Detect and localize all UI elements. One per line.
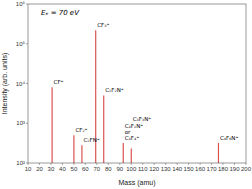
- x-tick-label: 130: [161, 166, 172, 172]
- x-tick: [142, 163, 143, 165]
- x-tick-label: 200: [241, 166, 252, 172]
- x-tick: [246, 163, 247, 165]
- x-tick-label: 60: [82, 166, 89, 172]
- peak-label: C₃F₃N⁺: [133, 116, 152, 122]
- y-tick: [26, 4, 28, 5]
- x-tick-label: 140: [172, 166, 183, 172]
- plot-frame: [28, 4, 246, 163]
- x-tick: [200, 163, 201, 165]
- peak-label-line: CF₃⁺: [97, 22, 109, 28]
- x-tick-label: 10: [25, 166, 32, 172]
- peak-label: C₂F₂N⁺: [105, 87, 124, 93]
- peak: [73, 135, 74, 163]
- x-tick: [73, 163, 74, 165]
- y-tick: [26, 163, 28, 164]
- x-tick: [234, 163, 235, 165]
- x-tick: [188, 163, 189, 165]
- x-tick-label: 30: [48, 166, 55, 172]
- x-tick-label: 70: [93, 166, 100, 172]
- peak-label-line: CF₂⁺: [75, 127, 87, 133]
- x-tick: [85, 163, 86, 165]
- x-tick-label: 100: [126, 166, 137, 172]
- peak-label: C₄F₆N⁺: [220, 135, 239, 141]
- chart: 1020304050607080901001101201301401501601…: [0, 0, 252, 189]
- x-tick: [211, 163, 212, 165]
- x-tick-label: 20: [36, 166, 43, 172]
- peak-label: CF⁺: [54, 79, 64, 85]
- peak: [131, 149, 132, 163]
- x-tick-label: 110: [138, 166, 148, 172]
- peak-label-line: C₄F₆N⁺: [220, 135, 239, 141]
- peak: [81, 145, 82, 163]
- x-tick-label: 180: [218, 166, 229, 172]
- y-tick-label: 10⁶: [16, 1, 26, 7]
- title: Eₑ = 70 eV: [41, 9, 80, 17]
- x-tick: [39, 163, 40, 165]
- peak-label-line: C₂FN⁺: [83, 137, 99, 143]
- y-tick: [26, 83, 28, 84]
- x-tick-label: 170: [207, 166, 218, 172]
- peak-label-line: C₃F₄⁺: [125, 135, 139, 141]
- peak-label: CF₂⁺: [75, 127, 87, 133]
- x-tick: [50, 163, 51, 165]
- x-tick: [108, 163, 109, 165]
- peak: [123, 143, 124, 163]
- peak: [51, 87, 52, 163]
- x-axis-label: Mass (amu): [119, 179, 156, 187]
- x-tick-label: 120: [149, 166, 160, 172]
- x-tick-label: 80: [105, 166, 112, 172]
- x-tick: [28, 163, 29, 165]
- peak-label: C₂FN⁺: [83, 137, 99, 143]
- x-tick-label: 150: [184, 166, 195, 172]
- peak-label-line: C₂F₂N⁺: [105, 87, 124, 93]
- y-tick-label: 10⁴: [16, 81, 26, 87]
- peak-label-line: CF⁺: [54, 79, 64, 85]
- x-tick-label: 90: [116, 166, 123, 172]
- y-tick-label: 10²: [16, 160, 25, 166]
- peak-label: C₄F₂N⁺orC₃F₄⁺: [125, 123, 144, 141]
- x-tick: [96, 163, 97, 165]
- y-tick: [26, 43, 28, 44]
- x-tick: [119, 163, 120, 165]
- y-tick: [26, 123, 28, 124]
- x-tick: [62, 163, 63, 165]
- y-tick-label: 10³: [16, 120, 25, 126]
- y-axis-label: Intensity (arb. units): [1, 53, 9, 114]
- peak: [218, 143, 219, 163]
- stems: [52, 30, 218, 163]
- peak: [103, 95, 104, 163]
- x-tick-label: 160: [195, 166, 206, 172]
- x-tick: [154, 163, 155, 165]
- peak-label: CF₃⁺: [97, 22, 109, 28]
- x-tick-label: 40: [59, 166, 66, 172]
- x-tick: [177, 163, 178, 165]
- x-tick: [131, 163, 132, 165]
- peak-label-line: C₃F₃N⁺: [133, 116, 152, 122]
- x-tick: [165, 163, 166, 165]
- y-tick-label: 10⁵: [16, 41, 26, 47]
- x-tick-label: 50: [71, 166, 78, 172]
- x-tick: [223, 163, 224, 165]
- x-tick-label: 190: [230, 166, 241, 172]
